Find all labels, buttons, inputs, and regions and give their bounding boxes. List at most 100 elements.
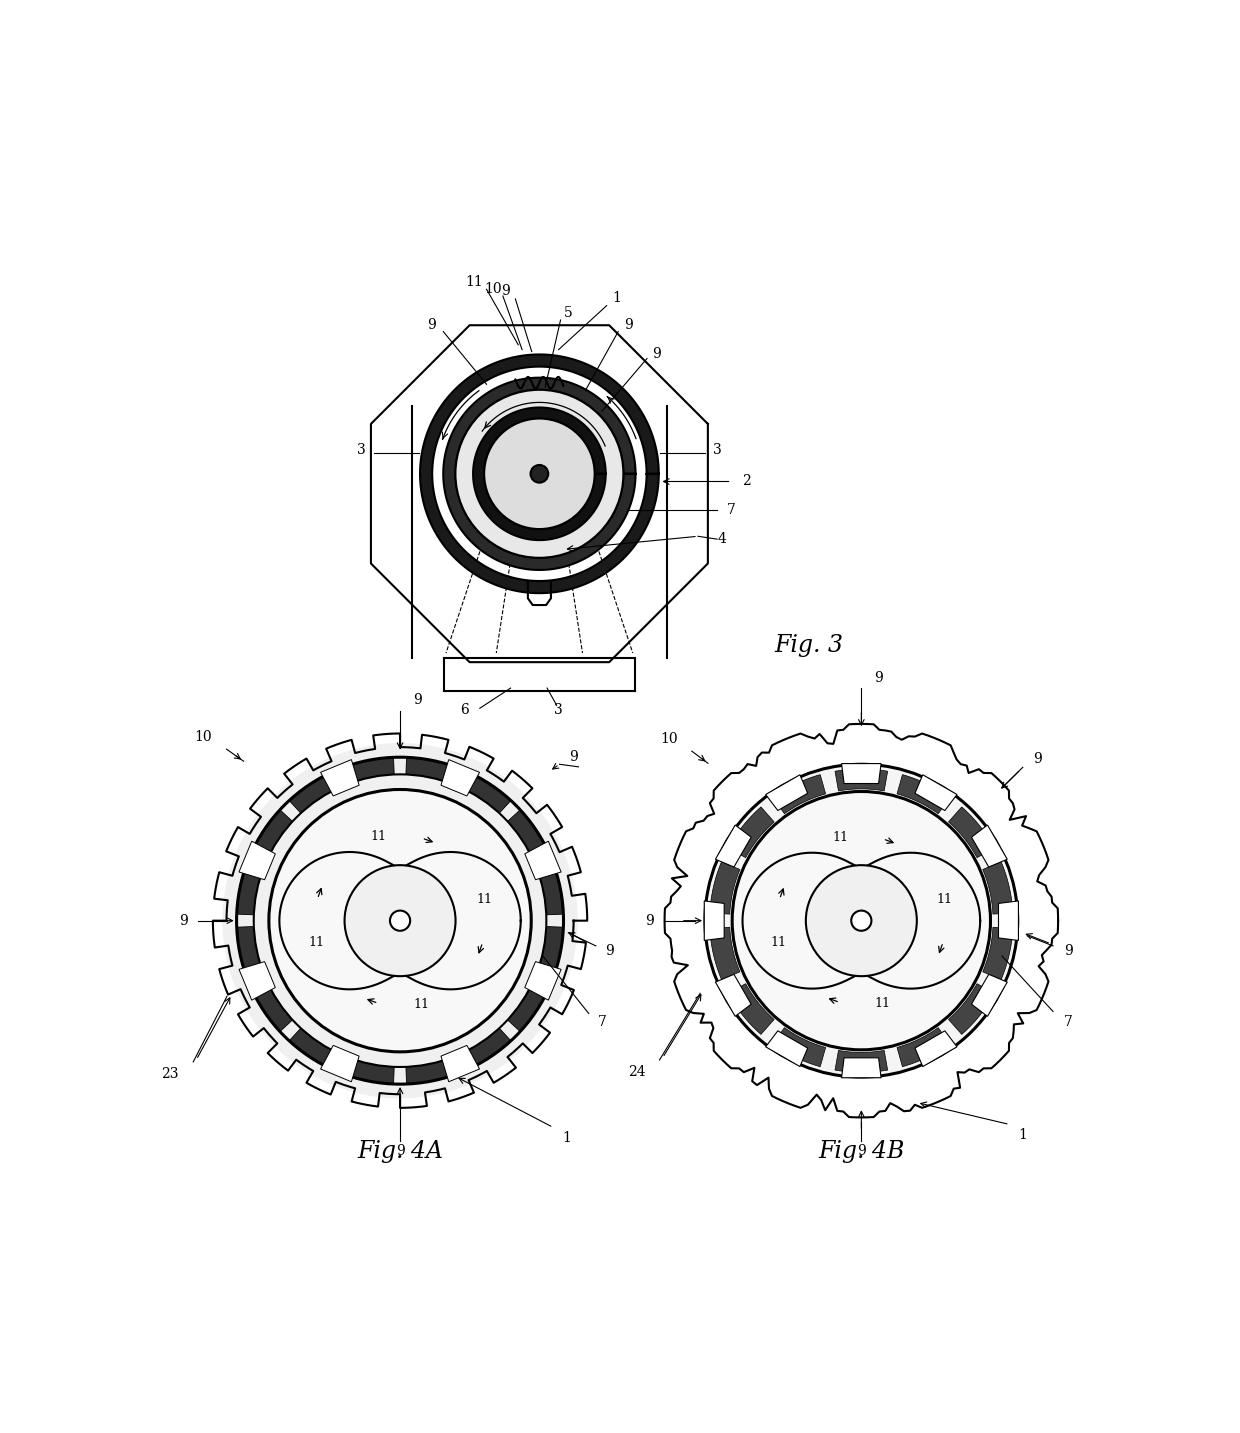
Text: 3: 3 [554,704,563,716]
Polygon shape [343,1058,394,1083]
Text: 7: 7 [727,503,737,517]
Polygon shape [773,775,826,814]
Polygon shape [998,901,1018,940]
Text: 9: 9 [1064,944,1073,957]
Text: 11: 11 [465,275,482,288]
Polygon shape [321,1046,360,1082]
Text: 9: 9 [569,751,578,764]
Text: 1: 1 [1018,1128,1027,1142]
Text: Fig. 4A: Fig. 4A [357,1141,443,1164]
Text: 9: 9 [652,347,661,361]
Text: 11: 11 [476,893,492,906]
Text: 2: 2 [742,474,750,489]
Polygon shape [715,825,751,867]
Circle shape [851,910,872,931]
Polygon shape [835,1050,888,1072]
Text: 11: 11 [936,893,952,906]
Polygon shape [507,982,548,1032]
Text: 9: 9 [179,914,187,927]
Text: 9: 9 [874,671,883,685]
Polygon shape [237,927,263,977]
Text: 11: 11 [308,936,324,949]
Text: 9: 9 [857,1144,866,1158]
Polygon shape [525,841,562,880]
Text: 3: 3 [357,443,366,457]
Text: 9: 9 [413,692,422,706]
Polygon shape [461,772,511,813]
Text: 3: 3 [713,443,722,457]
Polygon shape [474,407,605,540]
Polygon shape [239,841,275,880]
Polygon shape [405,757,456,784]
Text: 11: 11 [371,830,387,843]
Polygon shape [252,810,293,860]
Circle shape [455,390,624,557]
Polygon shape [835,770,888,791]
Polygon shape [239,962,275,1000]
Text: 10: 10 [485,282,502,297]
Polygon shape [709,861,740,914]
Polygon shape [405,1058,456,1083]
Polygon shape [443,378,636,570]
Circle shape [732,791,991,1050]
Polygon shape [728,983,774,1035]
Text: 9: 9 [501,284,510,298]
Text: 1: 1 [611,291,621,305]
Polygon shape [237,864,263,914]
Text: 10: 10 [195,729,212,744]
Circle shape [531,464,548,483]
Polygon shape [983,861,1013,914]
Circle shape [484,418,595,529]
Polygon shape [461,1029,511,1069]
Text: 10: 10 [661,732,678,747]
Polygon shape [842,1058,882,1078]
Text: 24: 24 [629,1065,646,1079]
Circle shape [345,866,455,976]
Text: 1: 1 [562,1131,570,1145]
Polygon shape [441,1046,480,1082]
Text: 23: 23 [161,1068,179,1080]
Polygon shape [709,927,740,980]
Polygon shape [915,775,957,811]
Circle shape [704,764,1018,1078]
Text: 6: 6 [460,704,469,716]
Text: 9: 9 [428,318,436,332]
Polygon shape [537,927,563,977]
Text: 11: 11 [414,999,429,1012]
Text: 4: 4 [718,532,727,546]
Polygon shape [525,962,562,1000]
Text: 9: 9 [1034,752,1043,767]
Polygon shape [765,775,807,811]
Polygon shape [949,983,994,1035]
Polygon shape [983,927,1013,980]
Text: Fig. 3: Fig. 3 [774,633,843,656]
Text: 11: 11 [874,997,890,1010]
Text: 5: 5 [564,307,573,321]
Circle shape [269,790,531,1052]
Circle shape [222,744,578,1098]
Polygon shape [252,982,293,1032]
Polygon shape [728,807,774,857]
Polygon shape [704,901,724,940]
Polygon shape [507,810,548,860]
Text: 9: 9 [605,944,614,957]
Polygon shape [842,764,882,784]
Polygon shape [971,974,1007,1016]
Polygon shape [915,1030,957,1066]
Circle shape [806,866,916,976]
Text: Fig. 4B: Fig. 4B [818,1141,904,1164]
Text: 7: 7 [598,1015,606,1029]
Polygon shape [289,1029,339,1069]
Text: 7: 7 [1064,1015,1073,1029]
Polygon shape [420,354,658,593]
Polygon shape [971,825,1007,867]
Polygon shape [765,1030,807,1066]
Text: 11: 11 [770,936,786,949]
Text: 11: 11 [832,831,848,844]
Text: 9: 9 [645,914,653,927]
Polygon shape [343,757,394,784]
Polygon shape [897,1027,950,1066]
Text: 9: 9 [396,1144,404,1158]
Polygon shape [949,807,994,857]
Circle shape [389,910,410,931]
